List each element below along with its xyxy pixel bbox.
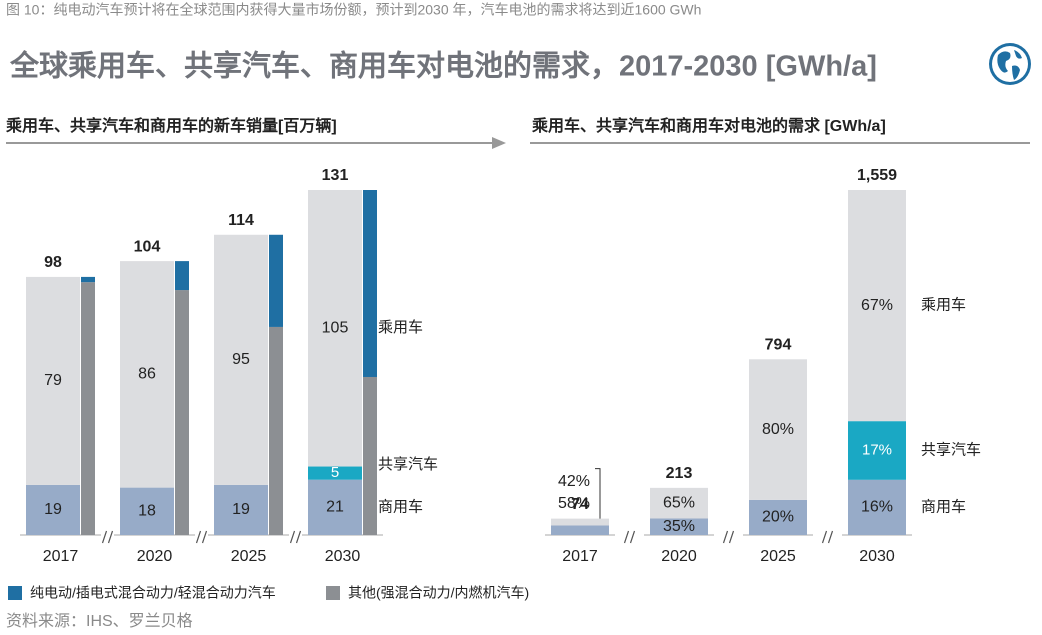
segment-label: 21: [326, 499, 344, 516]
bar-segment: [308, 190, 362, 467]
bar-segment: [848, 190, 906, 422]
total-label: 213: [666, 465, 693, 482]
bar-segment: [26, 276, 80, 485]
x-tick-label: 2025: [231, 548, 267, 565]
side-bar-segment: [81, 282, 95, 535]
segment-label: 80%: [762, 421, 794, 438]
bar-segment: [120, 261, 174, 488]
left-subtitle: 乘用车、共享汽车和商用车的新车销量[百万辆]: [5, 116, 337, 135]
segment-label: 19: [44, 501, 62, 518]
globe-icon: [989, 43, 1031, 85]
segment-label: 19: [232, 501, 250, 518]
bar-segment: [120, 487, 174, 535]
bar-segment: [308, 466, 362, 480]
series-label: 共享汽车: [921, 441, 981, 458]
segment-label: 79: [44, 372, 62, 389]
segment-label: 86: [138, 366, 156, 383]
x-tick-label: 2025: [760, 548, 796, 565]
bar-segment: [214, 234, 268, 485]
segment-label: 58%: [558, 495, 590, 512]
side-bar-segment: [269, 234, 283, 327]
side-bar-segment: [175, 290, 189, 535]
bar-segment: [650, 518, 708, 535]
legend-swatch: [8, 586, 22, 600]
bar-segment: [749, 359, 807, 500]
segment-label: 35%: [663, 518, 695, 535]
legend-label: 纯电动/插电式混合动力/轻混合动力汽车: [30, 585, 276, 601]
x-tick-label: 2020: [661, 548, 697, 565]
total-label: 794: [765, 337, 792, 354]
x-tick-label: 2030: [859, 548, 895, 565]
x-tick-label: 2017: [562, 548, 598, 565]
segment-label: 105: [322, 319, 349, 336]
segment-label: 5: [331, 464, 339, 481]
bar-segment: [749, 499, 807, 535]
source: 资料来源：IHS、罗兰贝格: [6, 612, 193, 630]
series-label: 共享汽车: [378, 456, 438, 473]
side-bar-segment: [363, 190, 377, 377]
x-tick-label: 2020: [137, 548, 173, 565]
bar-segment: [650, 487, 708, 519]
segment-label: 95: [232, 351, 250, 368]
caption: 图 10：纯电动汽车预计将在全球范围内获得大量市场份额，预计到2030 年，汽车…: [6, 2, 701, 18]
segment-label: 42%: [558, 473, 590, 490]
side-bar-segment: [81, 276, 95, 283]
leader-line: [595, 468, 601, 519]
main-title: 全球乘用车、共享汽车、商用车对电池的需求，2017-2030 [GWh/a]: [9, 49, 877, 83]
axis-break: [289, 530, 302, 544]
series-label: 乘用车: [378, 319, 423, 336]
segment-label: 18: [138, 503, 156, 520]
segment-label: 20%: [762, 509, 794, 526]
segment-label: 67%: [861, 297, 893, 314]
segment-label: 16%: [861, 499, 893, 516]
axis-break: [623, 530, 636, 544]
series-label: 商用车: [378, 498, 423, 515]
total-label: 131: [322, 167, 349, 184]
axis-break: [722, 530, 735, 544]
side-bar-segment: [269, 326, 283, 535]
side-bar-segment: [175, 261, 189, 291]
bar-segment: [214, 484, 268, 535]
axis-break: [101, 530, 114, 544]
total-label: 104: [134, 238, 161, 255]
right-subtitle: 乘用车、共享汽车和商用车对电池的需求 [GWh/a]: [531, 116, 886, 135]
total-label: 98: [44, 254, 62, 271]
segment-label: 65%: [663, 494, 695, 511]
series-label: 商用车: [921, 498, 966, 515]
bar-segment: [848, 479, 906, 535]
total-label: 74: [571, 496, 589, 513]
axis-break: [195, 530, 208, 544]
side-bar-segment: [363, 376, 377, 535]
bar-segment: [551, 525, 609, 535]
bar-segment: [848, 421, 906, 480]
bar-segment: [308, 479, 362, 535]
total-label: 1,559: [857, 167, 897, 184]
x-tick-label: 2017: [43, 548, 79, 565]
series-label: 乘用车: [921, 297, 966, 314]
x-tick-label: 2030: [325, 548, 361, 565]
legend-swatch: [326, 586, 340, 600]
bar-segment: [26, 484, 80, 535]
segment-label: 17%: [862, 441, 892, 458]
legend-label: 其他(强混合动力/内燃机汽车): [348, 585, 529, 601]
axis-break: [821, 530, 834, 544]
total-label: 114: [228, 212, 254, 229]
arrow-head: [492, 137, 506, 149]
bar-segment: [551, 518, 609, 526]
